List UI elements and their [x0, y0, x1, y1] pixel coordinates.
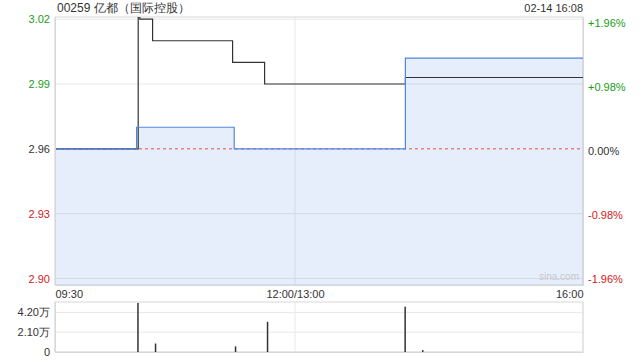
tick: 3.02 [29, 13, 55, 25]
tick: 12:00/13:00 [266, 285, 324, 300]
tick-label: 0 [44, 346, 50, 358]
axis-line [56, 285, 584, 286]
tick: +0.98% [583, 81, 626, 93]
grid [55, 302, 583, 352]
tick-label: +1.96% [588, 17, 626, 29]
y2-axis: +1.96% +0.98% 0.00% -0.98% -1.96% [583, 17, 626, 285]
tick: -0.98% [583, 209, 623, 221]
tick-label: 4.20万 [18, 306, 50, 318]
tick-label: -1.96% [588, 273, 623, 285]
grid-line [55, 312, 583, 313]
tick-label: 0.00% [588, 145, 619, 157]
tick: 2.93 [29, 208, 55, 220]
area-fill [55, 58, 583, 285]
tick-label: 2.99 [29, 78, 50, 90]
plot-area [55, 17, 583, 285]
tick-label: 2.90 [29, 273, 50, 285]
grid-line [55, 332, 583, 333]
grid [55, 17, 583, 285]
watermark: sina.com [539, 271, 579, 282]
grid-line [295, 302, 296, 352]
axis-line [55, 303, 56, 353]
x-axis: 09:30 12:00/13:00 16:00 [56, 285, 584, 300]
tick-label: 2.93 [29, 208, 50, 220]
title: 00259 亿都（国际控股） [57, 1, 190, 15]
tick: 2.99 [29, 78, 55, 90]
axis-line [56, 352, 584, 353]
tick: 4.20万 [18, 306, 55, 318]
axis-line [55, 18, 56, 286]
volume-bar [137, 303, 139, 352]
tick-label: 3.02 [29, 13, 50, 25]
price-line [55, 17, 583, 149]
volume-bar [404, 307, 406, 352]
chart: 00259 亿都（国际控股） 02-14 16:08 3.02 2.99 2.96 2.9… [0, 0, 640, 360]
tick-label: 2.10万 [18, 326, 50, 338]
volume-bar [267, 322, 269, 352]
tick: +1.96% [583, 17, 626, 29]
grid-line [55, 19, 583, 20]
tick: 16:00 [556, 285, 584, 300]
tick: -1.96% [583, 273, 623, 285]
y-axis: 4.20万 2.10万 0 [18, 303, 56, 359]
average-line [55, 58, 583, 149]
subtitle: 02-14 16:08 [524, 2, 583, 14]
axis-line [583, 18, 584, 286]
volume-bar [422, 350, 424, 352]
tick: 0 [44, 346, 55, 358]
plot-frame [55, 17, 583, 285]
tick: 2.96 [29, 143, 55, 155]
tick: 2.90 [29, 273, 55, 285]
volume-bar [235, 346, 237, 352]
tick: 09:30 [56, 285, 84, 300]
tick-label: 16:00 [556, 288, 584, 300]
x-axis [56, 352, 584, 354]
tick-label: 12:00/13:00 [266, 288, 324, 300]
plot-frame [55, 302, 583, 352]
plot-area [137, 303, 423, 352]
tick-label: 2.96 [29, 143, 50, 155]
tick: 0.00% [583, 145, 619, 157]
tick-label: -0.98% [588, 209, 623, 221]
volume-bar [155, 344, 157, 352]
y-axis: 3.02 2.99 2.96 2.93 2.90 [29, 13, 56, 285]
tick-label: 09:30 [56, 288, 84, 300]
tick-label: +0.98% [588, 81, 626, 93]
tick: 2.10万 [18, 326, 55, 338]
